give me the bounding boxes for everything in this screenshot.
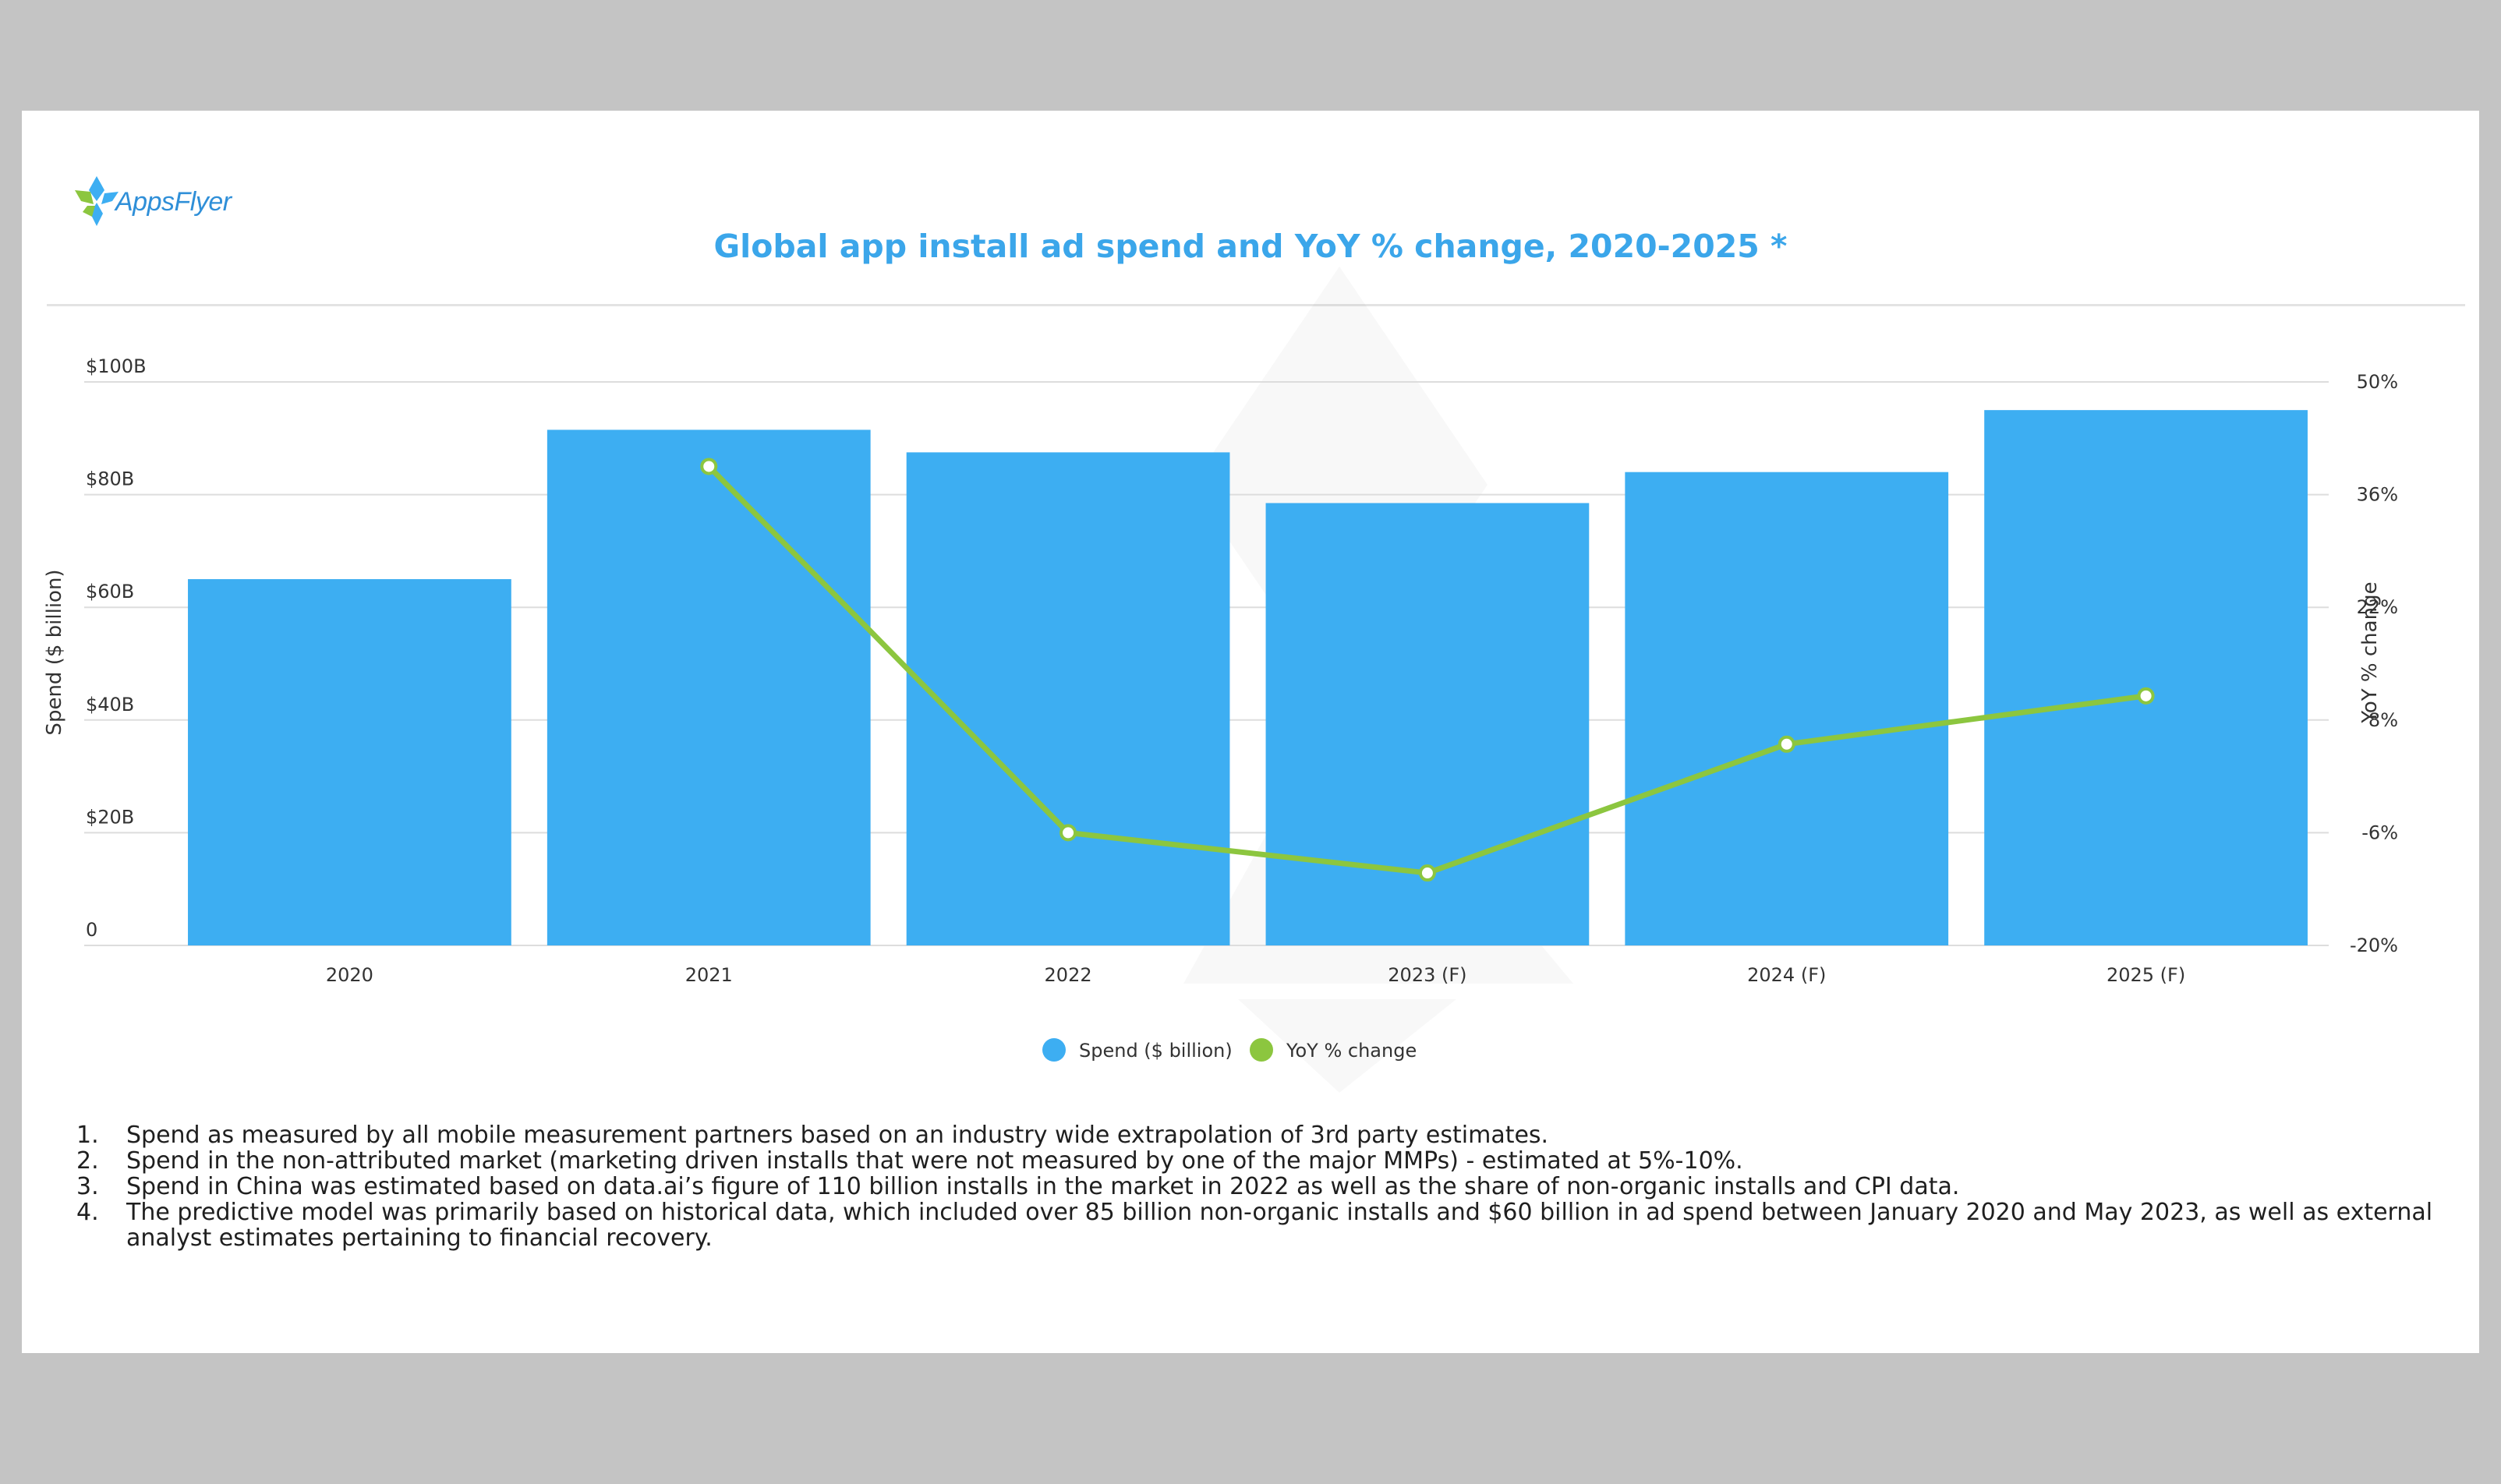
y-axis-title: Spend ($ billion) xyxy=(43,569,66,735)
spend-bar xyxy=(188,579,511,945)
y2-tick-label: 22% xyxy=(2357,596,2398,618)
footnote-text: Spend in the non-attributed market (mark… xyxy=(126,1147,1743,1175)
x-tick-label: 2023 (F) xyxy=(1388,964,1466,986)
yoy-point xyxy=(1778,735,1795,753)
footnote-text: Spend as measured by all mobile measurem… xyxy=(126,1122,1549,1149)
y2-tick-label: 8% xyxy=(2368,709,2398,731)
footnote-number: 1. xyxy=(76,1122,99,1149)
footnote-item: 1. Spend as measured by all mobile measur… xyxy=(76,1122,2446,1148)
y-tick-label: $20B xyxy=(86,806,134,828)
appsflyer-logo-icon xyxy=(75,176,119,226)
spend-bar xyxy=(906,452,1230,945)
footnote-number: 2. xyxy=(76,1147,99,1175)
yoy-point xyxy=(1418,864,1436,882)
footnote-text: Spend in China was estimated based on da… xyxy=(126,1173,1960,1200)
y2-tick-label: -20% xyxy=(2350,935,2398,956)
legend-label: YoY % change xyxy=(1286,1040,1417,1062)
footnote-item: 3. Spend in China was estimated based on … xyxy=(76,1174,2446,1200)
y-tick-label: 0 xyxy=(86,919,97,941)
y-tick-label: $60B xyxy=(86,581,134,602)
y-tick-label: $100B xyxy=(86,355,147,377)
y-tick-label: $40B xyxy=(86,694,134,716)
footnote-number: 4. xyxy=(76,1199,99,1226)
footnote-item: 4. The predictive model was primarily bas… xyxy=(76,1200,2446,1251)
x-tick-label: 2025 (F) xyxy=(2107,964,2185,986)
title-divider xyxy=(47,304,2465,306)
y2-axis-title: YoY % change xyxy=(2358,581,2382,723)
footnote-item: 2. Spend in the non-attributed market (ma… xyxy=(76,1148,2446,1174)
yoy-point xyxy=(700,458,718,475)
y2-tick-label: -6% xyxy=(2361,822,2398,843)
y2-tick-label: 50% xyxy=(2357,371,2398,393)
legend-spend-marker xyxy=(1042,1038,1066,1062)
y-tick-label: $80B xyxy=(86,468,134,490)
chart-card: AppsFlyer Global app install ad spend an… xyxy=(22,111,2479,1353)
footnote-text: The predictive model was primarily based… xyxy=(126,1199,2433,1252)
x-tick-label: 2022 xyxy=(1045,964,1092,986)
footnote-number: 3. xyxy=(76,1173,99,1200)
chart-legend: Spend ($ billion) YoY % change xyxy=(1042,1038,1417,1062)
spend-bar xyxy=(547,429,871,945)
chart-plot: 0 $20B $40B $60B $80B $100B -20% -6% 8% 22% 36% 50%… xyxy=(43,267,2398,1093)
chart-title: Global app install ad spend and YoY % ch… xyxy=(713,228,1788,265)
y2-tick-label: 36% xyxy=(2357,484,2398,506)
yoy-point xyxy=(2137,687,2155,705)
spend-bar xyxy=(1984,410,2308,945)
legend-label: Spend ($ billion) xyxy=(1079,1040,1233,1062)
x-tick-label: 2021 xyxy=(685,964,733,986)
yoy-point xyxy=(1059,824,1077,842)
logo-wordmark: AppsFlyer xyxy=(115,187,232,217)
legend-yoy-marker xyxy=(1250,1038,1273,1062)
x-tick-label: 2020 xyxy=(326,964,373,986)
footnotes-list: 1. Spend as measured by all mobile measur… xyxy=(76,1122,2446,1251)
spend-bar xyxy=(1625,472,1949,945)
x-tick-label: 2024 (F) xyxy=(1747,964,1826,986)
